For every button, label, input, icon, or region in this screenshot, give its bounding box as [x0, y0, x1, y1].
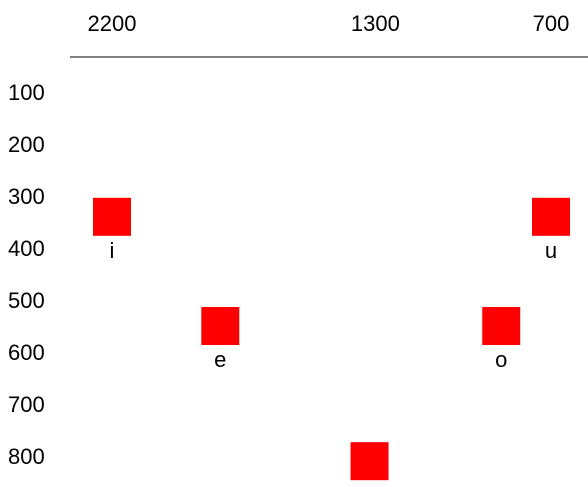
y-tick-label: 400 — [8, 236, 45, 261]
point-label: a — [363, 482, 376, 487]
data-point-i: i — [93, 197, 131, 263]
point-label: o — [495, 347, 507, 372]
y-tick-label: 200 — [8, 132, 45, 157]
x-tick-label: 2200 — [88, 11, 137, 36]
data-points: i e a o u — [93, 197, 570, 487]
data-point-o: o — [482, 307, 521, 372]
y-tick-label: 600 — [8, 340, 45, 365]
point-marker — [201, 307, 240, 345]
x-tick-label: 700 — [533, 11, 570, 36]
y-tick-label: 800 — [8, 444, 45, 469]
point-label: u — [545, 238, 557, 263]
point-marker — [482, 307, 521, 345]
y-tick-label: 300 — [8, 184, 45, 209]
y-tick-label: 100 — [8, 80, 45, 105]
data-point-e: e — [201, 307, 240, 372]
y-axis-ticks: 100 200 300 400 500 600 700 800 — [8, 80, 45, 469]
data-point-a: a — [350, 442, 389, 487]
data-point-u: u — [532, 197, 570, 263]
point-marker — [532, 197, 570, 236]
point-label: e — [214, 347, 226, 372]
point-marker — [350, 442, 389, 481]
y-tick-label: 700 — [8, 392, 45, 417]
point-label: i — [110, 238, 115, 263]
x-tick-label: 1300 — [351, 11, 400, 36]
y-tick-label: 500 — [8, 288, 45, 313]
point-marker — [93, 197, 131, 236]
x-axis-ticks: 2200 1300 700 — [88, 11, 570, 36]
